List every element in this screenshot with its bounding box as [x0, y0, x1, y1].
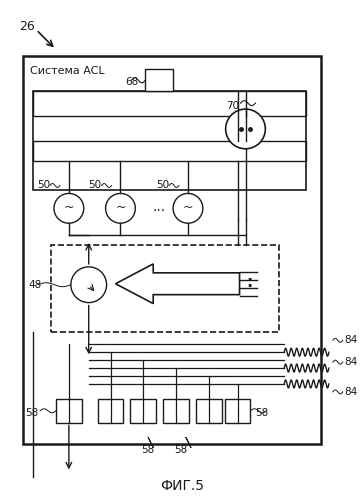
Bar	[23, 56, 321, 444]
Text: 50: 50	[37, 181, 50, 191]
Text: 68: 68	[126, 77, 139, 87]
Bar	[33, 91, 306, 191]
Text: 84: 84	[345, 357, 358, 367]
Bar	[225, 399, 250, 423]
Text: ...: ...	[153, 200, 166, 215]
Circle shape	[173, 194, 203, 223]
Circle shape	[71, 267, 107, 302]
Text: 50: 50	[156, 181, 169, 191]
Bar	[196, 399, 222, 423]
Bar	[33, 91, 306, 116]
Bar	[51, 245, 279, 332]
Text: 58: 58	[25, 408, 38, 418]
Text: 58: 58	[142, 445, 155, 455]
Bar	[56, 399, 82, 423]
Bar	[130, 399, 156, 423]
Text: 48: 48	[28, 280, 41, 290]
Text: :: :	[246, 275, 253, 290]
Text: 70: 70	[226, 101, 239, 111]
Text: ~: ~	[115, 201, 126, 214]
Text: 26: 26	[19, 20, 35, 33]
Bar	[163, 399, 189, 423]
Bar	[145, 69, 173, 91]
Text: Система ACL: Система ACL	[30, 66, 105, 76]
Text: ФИГ.5: ФИГ.5	[160, 479, 204, 493]
Bar	[98, 399, 123, 423]
Text: 84: 84	[345, 335, 358, 345]
Text: 50: 50	[88, 181, 102, 191]
Circle shape	[226, 109, 265, 149]
Text: 58: 58	[174, 445, 187, 455]
Polygon shape	[115, 264, 240, 303]
Text: ~: ~	[64, 201, 74, 214]
Circle shape	[106, 194, 135, 223]
Text: ~: ~	[183, 201, 193, 214]
Text: 58: 58	[255, 408, 268, 418]
Circle shape	[54, 194, 84, 223]
Text: 84: 84	[345, 387, 358, 397]
Bar	[33, 141, 306, 161]
